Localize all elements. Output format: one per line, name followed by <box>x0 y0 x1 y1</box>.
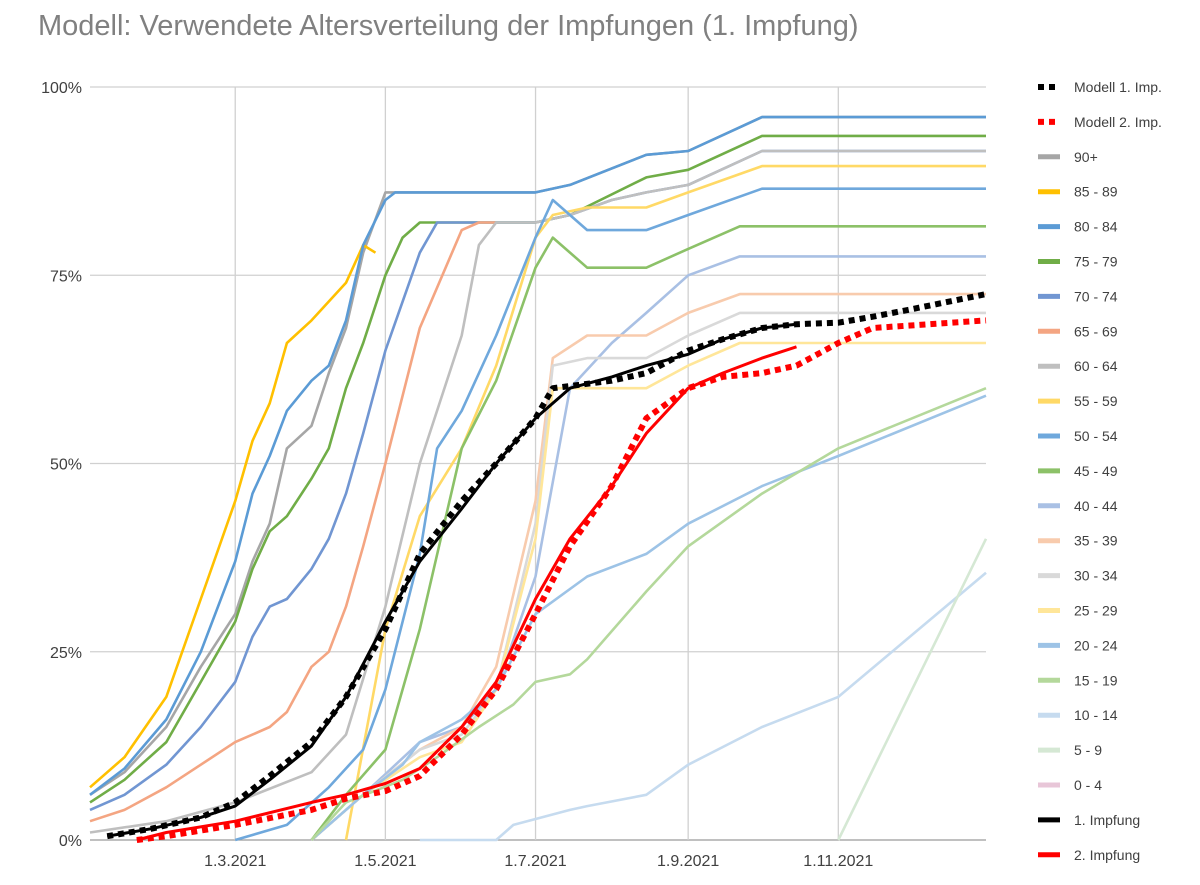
series-line-25-29 <box>310 341 986 841</box>
series-line-45-49 <box>310 225 986 841</box>
legend-label-85-89: 85 - 89 <box>1074 184 1118 200</box>
x-tick-label: 1.9.2021 <box>657 853 719 870</box>
series-line-90 <box>89 115 986 796</box>
x-axis-ticks: 1.3.2021 1.5.2021 1.7.2021 1.9.2021 1.11.202… <box>204 853 873 870</box>
legend-label-70-74: 70 - 74 <box>1074 288 1118 304</box>
series-line-5-9 <box>837 538 988 841</box>
series-line-10-14 <box>419 571 987 842</box>
x-tick-label: 1.7.2021 <box>504 853 566 870</box>
series-line-85-89 <box>89 243 377 789</box>
series-line-55-59 <box>344 164 986 841</box>
x-tick-label: 1.5.2021 <box>354 853 416 870</box>
legend-label-0-4: 0 - 4 <box>1074 777 1102 793</box>
legend-label-50-54: 50 - 54 <box>1074 428 1118 444</box>
legend-label-5-9: 5 - 9 <box>1074 742 1102 758</box>
series-line-60-64 <box>89 149 986 834</box>
legend-label-20-24: 20 - 24 <box>1074 637 1118 653</box>
legend: Modell 1. Imp. Modell 2. Imp. 90+ 85 - 89 80… <box>1038 79 1162 863</box>
legend-label-90: 90+ <box>1074 149 1098 165</box>
legend-label-40-44: 40 - 44 <box>1074 498 1118 514</box>
legend-label-60-64: 60 - 64 <box>1074 358 1118 374</box>
legend-label-10-14: 10 - 14 <box>1074 707 1118 723</box>
x-tick-label: 1.11.2021 <box>803 853 873 870</box>
series-line-15-19 <box>310 386 987 841</box>
series-line-1-impfung <box>106 322 797 838</box>
series-line-modell-2-imp <box>136 317 987 843</box>
chart-title: Modell: Verwendete Altersverteilung der … <box>38 10 859 42</box>
series-line-modell-1-imp <box>106 291 987 840</box>
y-tick-label: 100% <box>41 80 82 97</box>
series-line-30-34 <box>310 311 986 841</box>
legend-label-modell-1-imp: Modell 1. Imp. <box>1074 79 1162 95</box>
series-line-80-84 <box>89 115 986 796</box>
legend-label-75-79: 75 - 79 <box>1074 254 1118 270</box>
series-line-2-impfung <box>136 345 797 842</box>
legend-label-65-69: 65 - 69 <box>1074 323 1118 339</box>
series-line-75-79 <box>89 134 986 804</box>
legend-label-2-impfung: 2. Impfung <box>1074 847 1140 863</box>
y-axis-ticks: 0% 25% 50% 75% 100% <box>41 80 82 850</box>
series-lines <box>89 115 988 843</box>
gridlines <box>90 86 986 841</box>
series-line-20-24 <box>310 394 987 841</box>
legend-label-45-49: 45 - 49 <box>1074 463 1118 479</box>
y-tick-label: 0% <box>59 833 82 850</box>
legend-label-15-19: 15 - 19 <box>1074 672 1118 688</box>
y-tick-label: 25% <box>50 645 82 662</box>
series-line-65-69 <box>89 221 497 823</box>
series-line-40-44 <box>310 255 986 841</box>
y-tick-label: 75% <box>50 268 82 285</box>
legend-label-25-29: 25 - 29 <box>1074 603 1118 619</box>
legend-label-35-39: 35 - 39 <box>1074 533 1118 549</box>
series-line-50-54 <box>234 187 986 842</box>
y-tick-label: 50% <box>50 457 82 474</box>
legend-label-80-84: 80 - 84 <box>1074 219 1118 235</box>
x-tick-label: 1.3.2021 <box>204 853 266 870</box>
legend-label-1-impfung: 1. Impfung <box>1074 812 1140 828</box>
legend-label-modell-2-imp: Modell 2. Imp. <box>1074 114 1162 130</box>
legend-label-55-59: 55 - 59 <box>1074 393 1118 409</box>
legend-label-30-34: 30 - 34 <box>1074 568 1118 584</box>
